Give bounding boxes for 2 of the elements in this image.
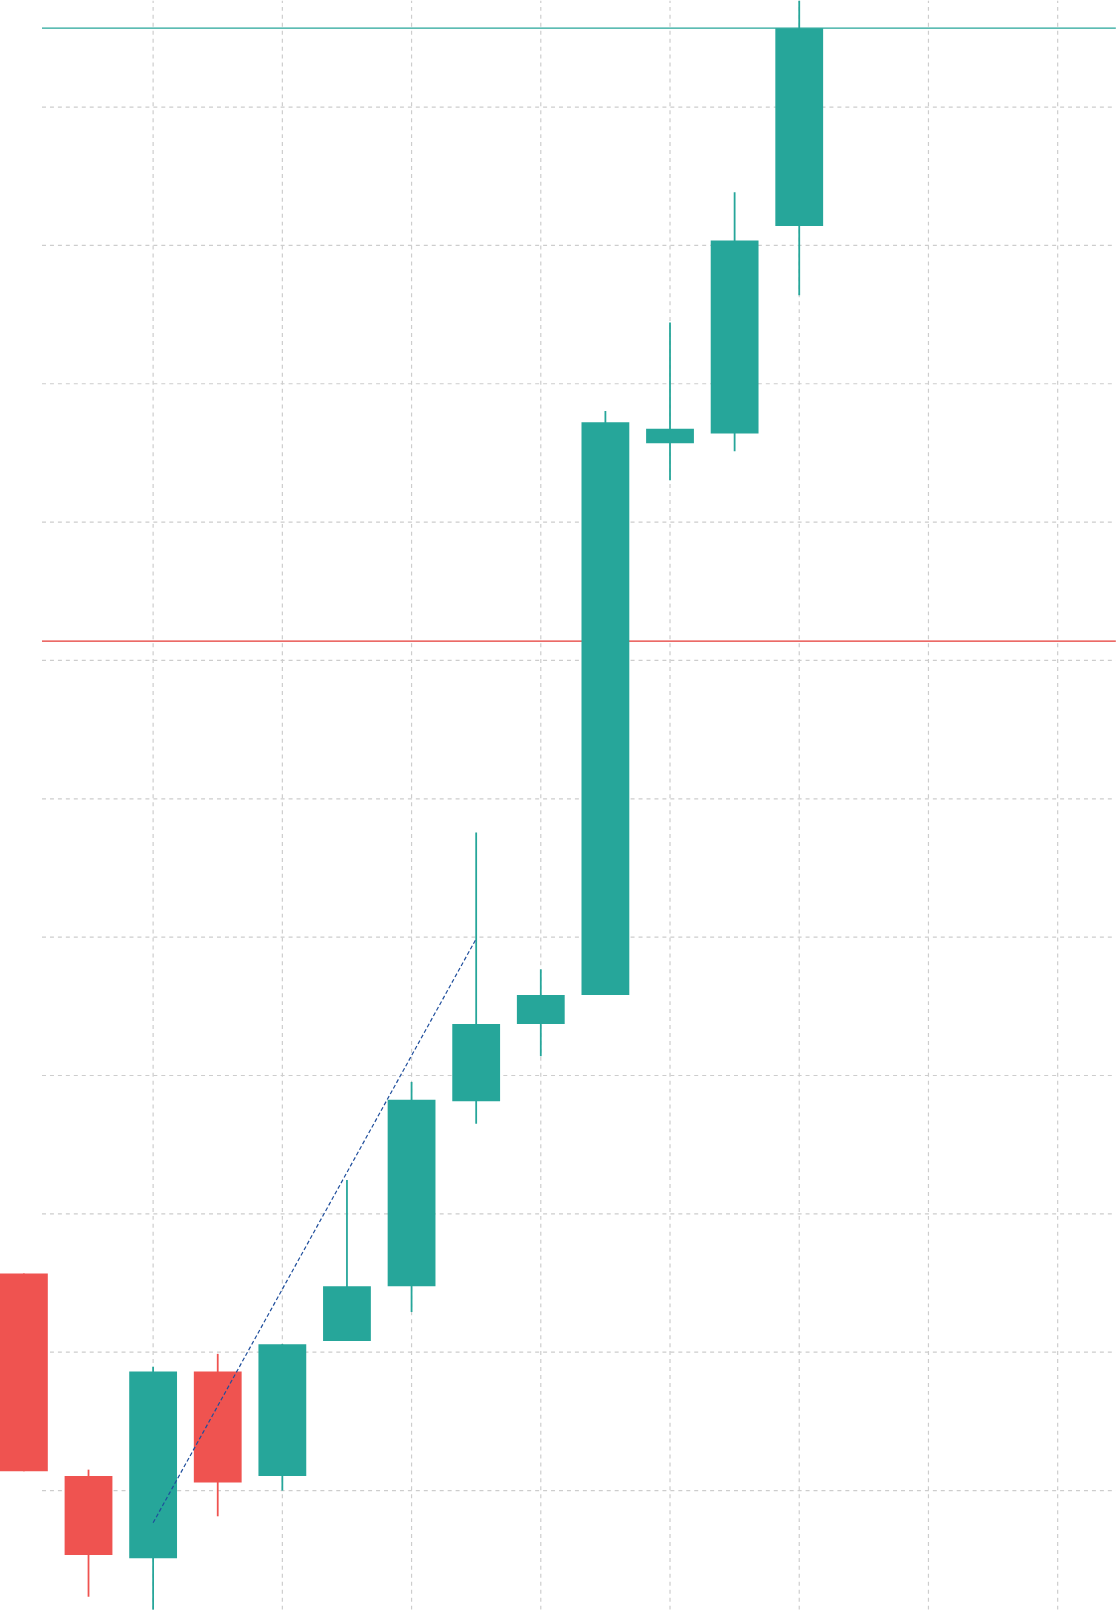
- candlestick: [645, 321, 694, 482]
- candlestick: [516, 968, 565, 1058]
